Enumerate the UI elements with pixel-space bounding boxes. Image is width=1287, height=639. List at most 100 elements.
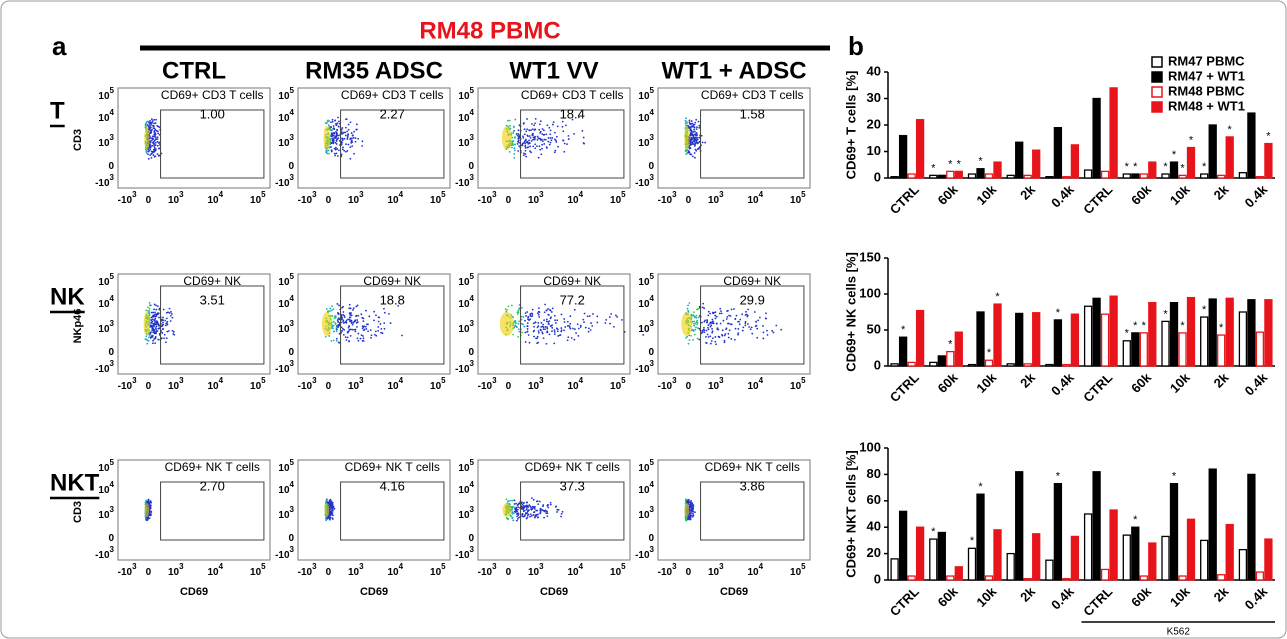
cell-density bbox=[500, 312, 514, 336]
cell-dot bbox=[563, 151, 565, 153]
bar bbox=[1102, 569, 1109, 580]
cell-dot bbox=[154, 311, 156, 313]
tick-label: -103 bbox=[298, 376, 317, 392]
significance: * bbox=[1219, 322, 1224, 334]
tick-label: 105 bbox=[610, 376, 626, 392]
tick-exp: 5 bbox=[261, 562, 266, 571]
cell-dot bbox=[590, 329, 592, 331]
cell-dot bbox=[360, 313, 362, 315]
cell-dot bbox=[329, 308, 331, 310]
tick-base: 10 bbox=[610, 567, 622, 578]
tick-base: 10 bbox=[207, 567, 219, 578]
significance: * bbox=[948, 339, 953, 351]
y-tick-label: 50 bbox=[867, 321, 881, 336]
x-tick-label: 0.4k bbox=[1048, 369, 1077, 398]
cell-dot bbox=[532, 128, 534, 130]
cell-dot bbox=[697, 327, 699, 329]
tick-exp: 3 bbox=[359, 376, 364, 385]
x-axis-label: CD69 bbox=[720, 586, 748, 598]
cell-dot bbox=[695, 119, 697, 121]
cell-dot bbox=[537, 342, 539, 344]
tick-base: -10 bbox=[118, 195, 133, 206]
cell-dot bbox=[326, 500, 328, 502]
cell-dot bbox=[149, 517, 151, 519]
cell-dot bbox=[154, 321, 156, 323]
cell-dot bbox=[745, 311, 747, 313]
gate-percent: 37.3 bbox=[560, 478, 585, 493]
x-tick-label: 2k bbox=[1017, 181, 1038, 202]
tick-base: 10 bbox=[638, 138, 650, 149]
cell-dot bbox=[528, 139, 530, 141]
cell-dot bbox=[332, 505, 334, 507]
tick-label: -103 bbox=[478, 562, 497, 578]
cell-dot bbox=[336, 340, 338, 342]
tick-exp: 3 bbox=[290, 173, 295, 182]
cell-dot bbox=[537, 312, 539, 314]
tick-label: 0 bbox=[288, 347, 294, 358]
tick-exp: 3 bbox=[290, 505, 295, 514]
cell-dot bbox=[152, 328, 154, 330]
tick-label: 0 bbox=[108, 347, 114, 358]
cell-dot bbox=[578, 328, 580, 330]
bar bbox=[1102, 171, 1109, 178]
cell-dot bbox=[161, 332, 163, 334]
cell-dot bbox=[162, 319, 164, 321]
tick-exp: 3 bbox=[672, 376, 677, 385]
cell-dot bbox=[544, 311, 546, 313]
cell-dot bbox=[330, 505, 332, 507]
gate-label: CD69+ NK T cells bbox=[345, 460, 440, 474]
cell-dot bbox=[147, 306, 149, 308]
x-axis-label: CD69 bbox=[540, 586, 568, 598]
tick-label: 103 bbox=[458, 133, 474, 149]
tick-base: 10 bbox=[250, 567, 262, 578]
cell-dot bbox=[383, 308, 385, 310]
significance: * bbox=[1056, 471, 1061, 483]
plot-box bbox=[658, 88, 810, 188]
x-tick-label: 10k bbox=[973, 181, 999, 207]
cell-dot bbox=[517, 141, 519, 143]
cell-dot bbox=[336, 303, 338, 305]
x-tick-label: 60k bbox=[935, 181, 961, 207]
tick-exp: 4 bbox=[650, 480, 655, 489]
cell-dot bbox=[383, 322, 385, 324]
group-label: K562 bbox=[1167, 627, 1191, 638]
bar bbox=[986, 360, 993, 366]
cell-dot bbox=[560, 334, 562, 336]
cell-dot bbox=[696, 323, 698, 325]
cell-dot bbox=[573, 339, 575, 341]
cell-dot bbox=[521, 515, 523, 517]
cell-dot bbox=[741, 313, 743, 315]
cell-dot bbox=[168, 330, 170, 332]
cell-dot bbox=[147, 151, 149, 153]
tick-label: 0 bbox=[468, 347, 474, 358]
bar bbox=[1093, 472, 1100, 580]
cell-dot bbox=[350, 316, 352, 318]
bar bbox=[930, 539, 937, 580]
cell-dot bbox=[155, 313, 157, 315]
x-tick-label: 2k bbox=[1211, 369, 1232, 390]
cell-dot bbox=[567, 336, 569, 338]
cell-dot bbox=[696, 126, 698, 128]
cell-dot bbox=[554, 139, 556, 141]
cell-dot bbox=[526, 128, 528, 130]
cell-dot bbox=[689, 121, 691, 123]
cell-dot bbox=[746, 316, 748, 318]
cell-dot bbox=[729, 329, 731, 331]
significance: * bbox=[1133, 161, 1138, 173]
tick-label: 104 bbox=[278, 108, 294, 124]
tick-base: 10 bbox=[610, 195, 622, 206]
cell-dot bbox=[524, 140, 526, 142]
legend-label: RM47 PBMC bbox=[1168, 53, 1245, 68]
cell-dot bbox=[517, 504, 519, 506]
tick-exp: 5 bbox=[110, 86, 115, 95]
cell-dot bbox=[155, 149, 157, 151]
cell-dot bbox=[744, 322, 746, 324]
cell-dot bbox=[333, 331, 335, 333]
cell-dot bbox=[690, 147, 692, 149]
cell-dot bbox=[374, 334, 376, 336]
bar bbox=[1162, 174, 1169, 178]
cell-dot bbox=[730, 338, 732, 340]
cell-dot bbox=[342, 314, 344, 316]
cell-dot bbox=[331, 517, 333, 519]
